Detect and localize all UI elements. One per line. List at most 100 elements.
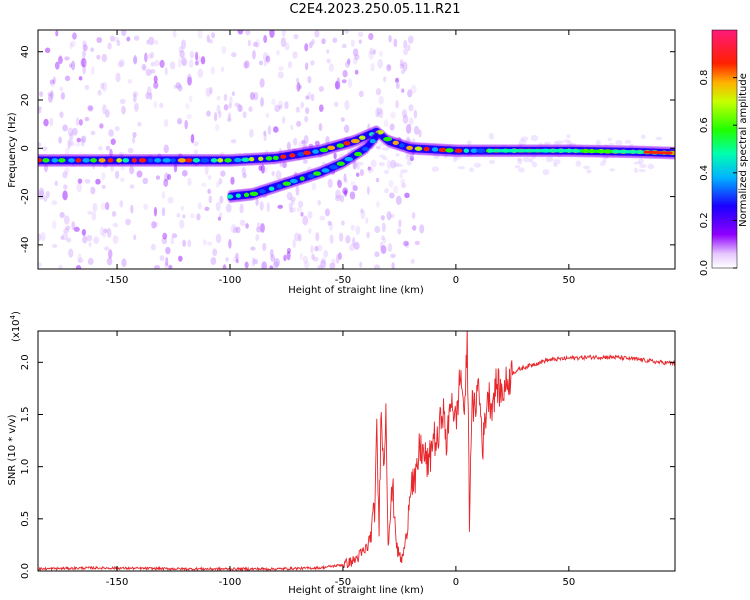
spectral-noise-blob — [314, 140, 320, 147]
spectral-noise-blob — [121, 258, 127, 268]
spectral-noise-blob — [206, 34, 211, 43]
spectral-noise-blob — [146, 39, 150, 45]
spectral-noise-blob — [82, 64, 86, 75]
spectral-noise-blob — [377, 58, 383, 69]
spectral-noise-blob — [303, 134, 309, 145]
spectral-noise-blob — [409, 153, 414, 161]
snr-xtick-label: 0 — [453, 577, 459, 588]
spectral-noise-blob — [320, 259, 327, 269]
spectral-noise-blob — [352, 185, 358, 192]
spectral-noise-blob — [235, 259, 239, 264]
spectral-noise-blob — [386, 64, 391, 70]
spectral-noise-blob — [142, 65, 147, 72]
spectral-noise-blob — [69, 131, 74, 141]
spectral-noise-blob — [529, 157, 534, 164]
spectral-noise-blob — [63, 184, 68, 190]
spectral-noise-blob — [43, 118, 49, 127]
ridge-hotspot — [344, 156, 354, 162]
spectral-noise-blob — [238, 104, 243, 113]
spectral-noise-blob — [407, 44, 411, 52]
spectral-noise-blob — [404, 192, 410, 199]
spectral-noise-blob — [595, 139, 601, 147]
spectral-noise-blob — [374, 225, 381, 234]
spectral-noise-blob — [395, 82, 400, 90]
spectral-noise-blob — [274, 104, 281, 113]
spectral-noise-blob — [169, 61, 176, 70]
spectral-noise-blob — [291, 200, 295, 206]
spectral-noise-blob — [52, 220, 57, 230]
spectral-noise-blob — [327, 178, 333, 188]
spectral-noise-blob — [553, 159, 561, 165]
spectral-noise-blob — [347, 58, 351, 65]
spectral-noise-blob — [389, 192, 395, 199]
spectral-noise-blob — [318, 104, 324, 112]
spectral-noise-blob — [210, 66, 216, 75]
spectral-noise-blob — [119, 98, 126, 104]
spectral-noise-blob — [188, 95, 193, 103]
spectral-noise-blob — [390, 253, 396, 259]
spectral-noise-blob — [155, 175, 161, 180]
spectral-noise-blob — [256, 226, 262, 233]
spectral-noise-blob — [87, 257, 94, 266]
spectral-noise-blob — [150, 69, 156, 74]
ridge-hotspot — [235, 193, 241, 198]
spectral-noise-blob — [179, 50, 185, 59]
spectral-noise-blob — [230, 139, 237, 144]
spectral-noise-blob — [119, 59, 125, 68]
spectral-noise-blob — [78, 119, 83, 126]
spectral-noise-blob — [273, 126, 279, 133]
spectral-noise-blob — [276, 127, 280, 133]
spectral-noise-blob — [304, 43, 309, 52]
spectral-noise-blob — [402, 61, 408, 72]
ridge-hotspot — [241, 157, 250, 162]
spectral-noise-blob — [383, 119, 389, 128]
spectral-noise-blob — [171, 233, 178, 239]
spectral-noise-blob — [302, 159, 308, 164]
spectral-noise-blob — [81, 135, 87, 143]
spectral-noise-blob — [68, 248, 74, 258]
spectral-noise-blob — [344, 177, 349, 184]
spectral-noise-blob — [278, 104, 283, 110]
chart-title: C2E4.2023.250.05.11.R21 — [289, 2, 461, 17]
spectral-noise-blob — [410, 84, 417, 94]
spectral-noise-blob — [336, 77, 340, 84]
spectral-noise-blob — [108, 129, 114, 137]
spectral-noise-blob — [144, 52, 148, 63]
spectral-noise-blob — [368, 50, 374, 60]
ridge-hotspot — [423, 146, 430, 152]
spectral-noise-blob — [111, 211, 117, 217]
spectral-noise-blob — [262, 166, 268, 174]
ridge-hotspot — [185, 158, 193, 163]
spectral-noise-blob — [62, 190, 68, 201]
ridge-hotspot — [438, 147, 447, 153]
spectral-noise-blob — [280, 37, 287, 48]
spectral-noise-blob — [97, 89, 102, 96]
spectral-noise-blob — [384, 169, 390, 175]
spectral-noise-blob — [399, 172, 403, 179]
spectral-noise-blob — [168, 264, 173, 269]
spectral-noise-blob — [55, 30, 59, 37]
spectral-noise-blob — [340, 117, 345, 122]
spectral-noise-blob — [86, 234, 93, 242]
spectral-noise-blob — [132, 132, 137, 138]
spectral-noise-blob — [408, 104, 414, 112]
ridge-hotspot — [258, 156, 264, 161]
spectral-noise-blob — [187, 239, 192, 248]
spectral-noise-blob — [278, 148, 282, 155]
spectral-noise-blob — [247, 39, 251, 47]
spectral-noise-blob — [333, 152, 337, 160]
spectral-noise-blob — [260, 164, 265, 174]
spectral-noise-blob — [100, 202, 106, 211]
spectral-noise-blob — [304, 260, 310, 269]
ridge-hotspot — [307, 173, 315, 179]
ridge-hotspot — [217, 158, 224, 163]
spectral-noise-blob — [150, 243, 156, 251]
spectral-noise-blob — [359, 261, 363, 268]
spectral-noise-blob — [395, 100, 399, 109]
spectral-noise-blob — [352, 48, 359, 57]
spectral-noise-blob — [308, 143, 314, 149]
spectral-noise-blob — [531, 161, 538, 168]
spectral-noise-blob — [87, 210, 93, 215]
spectral-noise-blob — [403, 48, 409, 56]
spectral-noise-blob — [298, 141, 303, 149]
